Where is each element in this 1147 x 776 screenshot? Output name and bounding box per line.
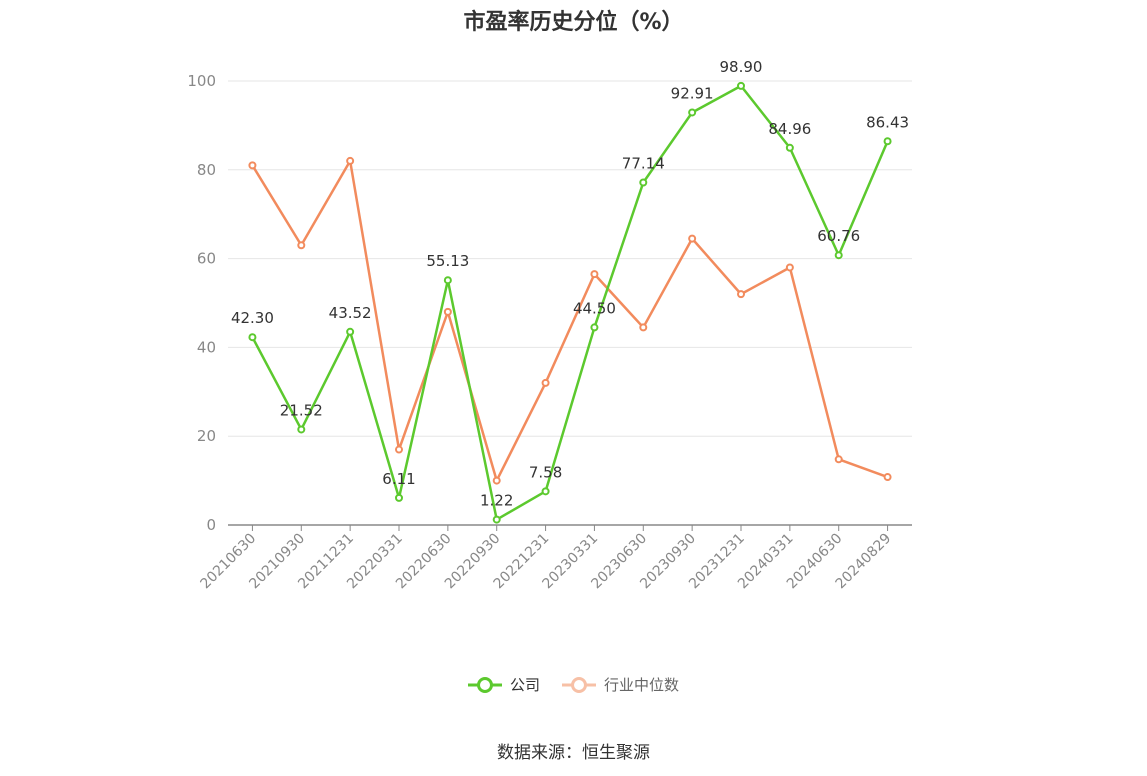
y-tick-label: 40 [197, 338, 216, 356]
point-industry [737, 290, 745, 299]
point-industry [785, 263, 794, 272]
data-label-company: 6.11 [382, 470, 415, 488]
y-tick-label: 80 [197, 161, 216, 179]
legend-item-industry[interactable]: 行业中位数 [562, 674, 679, 695]
point-industry [443, 307, 452, 316]
point-company [346, 327, 355, 336]
point-company [883, 137, 892, 146]
data-label-company: 84.96 [768, 120, 811, 138]
point-industry [834, 455, 843, 464]
data-label-company: 92.91 [671, 84, 714, 102]
data-label-company: 98.90 [720, 58, 763, 76]
point-industry [248, 161, 257, 170]
series-group [248, 81, 892, 524]
point-industry [346, 156, 355, 165]
point-company [785, 143, 794, 152]
point-company [590, 323, 599, 332]
point-industry [883, 473, 892, 482]
line-chart: 0 20 40 60 80 100 202106302021093020211231202… [187, 58, 912, 592]
point-company [834, 251, 843, 260]
point-company [248, 333, 257, 342]
y-tick-label: 60 [197, 250, 216, 268]
legend-item-company[interactable]: 公司 [467, 674, 540, 695]
point-industry [590, 270, 599, 279]
data-label-company: 86.43 [866, 113, 909, 131]
data-label-company: 55.13 [426, 252, 469, 270]
point-industry [395, 445, 403, 454]
y-tick-label: 100 [187, 72, 216, 90]
point-company [639, 178, 648, 187]
point-company [297, 425, 306, 434]
legend-marker-industry [562, 676, 596, 693]
point-industry [297, 241, 306, 250]
point-industry [688, 234, 697, 243]
point-industry [492, 476, 501, 485]
series-line-company [251, 84, 889, 521]
y-tick-label: 0 [206, 516, 216, 534]
source-note: 数据来源：恒生聚源 [497, 743, 650, 763]
data-label-company: 21.52 [280, 401, 323, 419]
point-company [737, 81, 745, 90]
point-industry [639, 323, 648, 332]
point-company [443, 276, 452, 285]
point-company [492, 515, 501, 524]
legend-label-industry: 行业中位数 [604, 676, 680, 694]
data-label-company: 60.76 [817, 227, 860, 245]
data-label-company: 77.14 [622, 154, 665, 172]
data-label-company: 42.30 [231, 309, 274, 327]
point-company [688, 108, 697, 117]
y-axis-ticks: 0 20 40 60 80 100 [187, 72, 216, 534]
data-label-company: 44.50 [573, 299, 616, 317]
y-tick-label: 20 [197, 427, 216, 445]
data-labels: 42.30 21.52 43.52 6.11 55.13 1.22 7.58 44.50 77.… [231, 58, 909, 510]
point-company [541, 487, 550, 496]
legend: 公司 行业中位数 [0, 674, 1147, 695]
point-company [395, 493, 403, 502]
chart-title: 市盈率历史分位（%） [463, 10, 684, 35]
data-label-company: 43.52 [329, 304, 372, 322]
x-axis-ticks: 2021063020210930202112312022033120220630… [198, 525, 894, 592]
legend-label-company: 公司 [509, 676, 540, 694]
series-line-industry [251, 159, 888, 482]
data-label-company: 1.22 [480, 492, 513, 510]
legend-marker-company [467, 676, 502, 693]
point-industry [541, 378, 550, 387]
data-label-company: 7.58 [529, 463, 562, 481]
